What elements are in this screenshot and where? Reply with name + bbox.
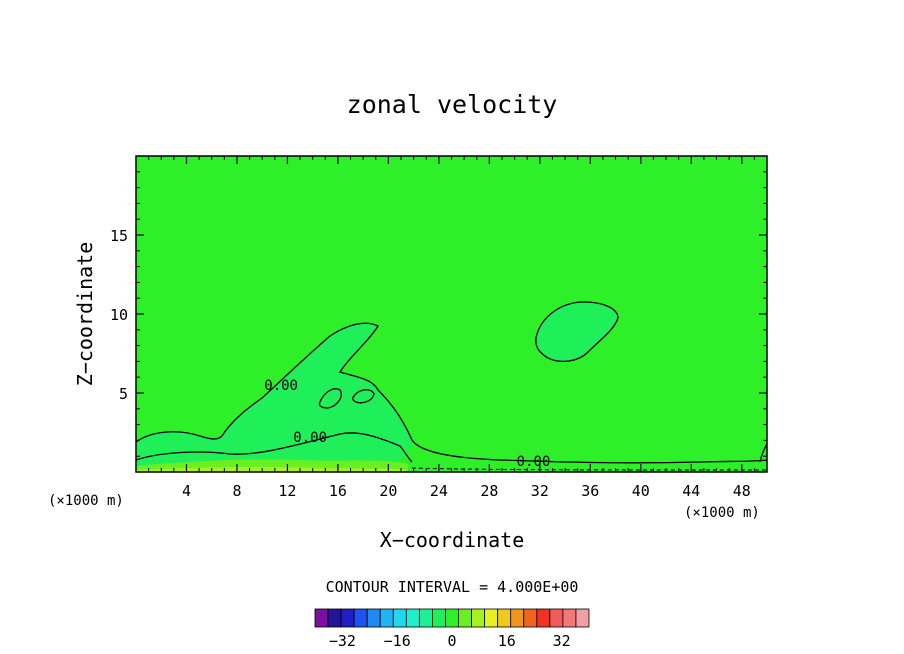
contour-label: 0.00	[517, 454, 551, 470]
x-tick-label: 28	[480, 482, 498, 500]
colorbar-swatch	[575, 608, 590, 628]
colorbar-swatch	[497, 608, 512, 628]
x-unit-left: (×1000 m)	[48, 493, 124, 509]
colorbar-swatch	[314, 608, 329, 628]
x-tick-label: 8	[232, 482, 241, 500]
chart-title: zonal velocity	[347, 90, 558, 119]
colorbar-swatch	[471, 608, 486, 628]
x-tick-label: 12	[278, 482, 296, 500]
colorbar-tick-label: 0	[447, 632, 456, 650]
contour-labels: 0.00 0.00 0.00	[264, 378, 550, 470]
contour-fill-region-island	[535, 302, 618, 362]
colorbar-swatch	[418, 608, 433, 628]
colorbar-tick-label: −32	[329, 632, 356, 650]
contour-line-main	[221, 322, 768, 464]
x-axis-label: X−coordinate	[380, 528, 525, 552]
x-tick-label: 32	[531, 482, 549, 500]
colorbar-swatch	[353, 608, 368, 628]
colorbar-swatch	[445, 608, 459, 628]
x-tick-label: 16	[329, 482, 347, 500]
x-tick-label: 20	[379, 482, 397, 500]
contour-interval-text: CONTOUR INTERVAL = 4.000E+00	[326, 578, 579, 596]
x-tick-label: 4	[182, 482, 191, 500]
colorbar-swatch	[327, 608, 342, 628]
colorbar-tick-label: 32	[553, 632, 571, 650]
y-tick-label: 15	[110, 227, 128, 245]
x-tick-label: 40	[632, 482, 650, 500]
contour-line-island	[535, 301, 619, 363]
colorbar-swatch	[484, 608, 499, 628]
x-axis-ticks: 4 8 12 16 20 24 28 32 36 40 44 48	[148, 156, 755, 500]
colorbar-swatch	[510, 608, 525, 628]
contour-line-loop-a	[318, 388, 342, 409]
colorbar	[314, 608, 590, 628]
colorbar-tick-label: 16	[498, 632, 516, 650]
colorbar-labels: −32 −16 0 16 32	[329, 632, 571, 650]
y-axis-ticks: 5 10 15	[110, 171, 767, 457]
x-tick-label: 44	[682, 482, 700, 500]
x-tick-label: 24	[430, 482, 448, 500]
colorbar-swatch	[379, 608, 394, 628]
colorbar-swatch	[562, 608, 577, 628]
colorbar-swatch	[432, 608, 446, 628]
colorbar-swatch	[549, 608, 564, 628]
contour-label: 0.00	[293, 430, 327, 446]
contour-line-left-hump	[135, 431, 223, 443]
colorbar-swatch	[458, 608, 472, 628]
colorbar-swatch	[340, 608, 355, 628]
contour-fill-region-low	[136, 323, 412, 468]
colorbar-swatch	[536, 608, 551, 628]
x-unit-right: (×1000 m)	[684, 505, 760, 521]
contour-label: 0.00	[264, 378, 298, 394]
y-tick-label: 5	[119, 385, 128, 403]
contour-line-loop-b	[352, 389, 375, 404]
colorbar-tick-label: −16	[384, 632, 411, 650]
x-tick-label: 48	[733, 482, 751, 500]
colorbar-swatch	[366, 608, 381, 628]
colorbar-swatch	[405, 608, 420, 628]
y-axis-label: Z−coordinate	[73, 242, 97, 387]
colorbar-swatch	[392, 608, 407, 628]
contour-line-lower	[135, 432, 413, 463]
contour-lines	[135, 301, 768, 464]
colorbar-swatch	[523, 608, 538, 628]
y-tick-label: 10	[110, 306, 128, 324]
x-tick-label: 36	[581, 482, 599, 500]
